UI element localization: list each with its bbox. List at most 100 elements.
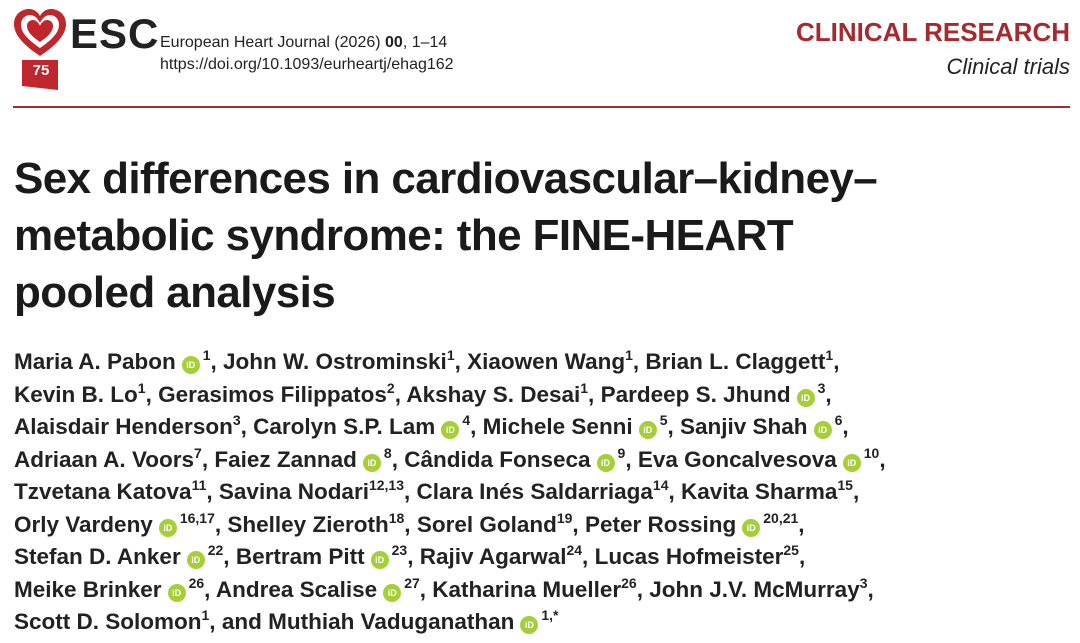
author-name[interactable]: Maria A. Pabon (14, 349, 176, 374)
author-name[interactable]: Andrea Scalise (215, 576, 378, 602)
author-name[interactable]: Savina Nodari (218, 479, 369, 504)
affiliation: 9 (617, 444, 626, 461)
author-name[interactable]: Stefan D. Anker (14, 544, 181, 569)
affiliation: 26 (188, 574, 205, 591)
orcid-icon[interactable]: iD (383, 583, 402, 602)
affiliation: 1 (201, 607, 210, 623)
author-name[interactable]: Katharina Mueller (432, 576, 622, 602)
affiliation: 1 (825, 347, 834, 363)
author-name[interactable]: Faiez Zannad (214, 446, 357, 472)
author-name[interactable]: Kevin B. Lo (14, 381, 138, 407)
author-name[interactable]: Adriaan A. Voors (14, 446, 195, 472)
author-name[interactable]: Scott D. Solomon (14, 609, 202, 634)
affiliation: 11 (191, 477, 207, 493)
title-line: Sex differences in cardiovascular–kidney… (14, 154, 878, 203)
author-line: Kevin B. Lo1, Gerasimos Filippatos2, Aks… (14, 379, 886, 412)
author-name[interactable]: Orly Vardeny (14, 511, 153, 537)
author-name[interactable]: Peter Rossing (584, 511, 737, 537)
orcid-icon[interactable]: iD (181, 356, 200, 374)
doi[interactable]: https://doi.org/10.1093/eurheartj/ehag16… (160, 56, 454, 73)
volume: 00 (385, 34, 403, 51)
author-line: Alaisdair Henderson3, Carolyn S.P. Lam iD… (14, 411, 886, 444)
author-name[interactable]: Eva Goncalvesova (637, 446, 837, 472)
orcid-icon[interactable]: iD (638, 421, 657, 439)
title-line: metabolic syndrome: the FINE-HEART (14, 211, 794, 260)
author-name[interactable]: Rajiv Agarwal (419, 544, 567, 569)
separator: , (240, 414, 247, 439)
affiliation: 3 (859, 574, 868, 591)
logo-icon (14, 9, 66, 90)
author-name[interactable]: Gerasimos Filippatos (158, 381, 387, 407)
author-name[interactable]: Tzvetana Katova (14, 479, 192, 504)
affiliation: 1 (137, 379, 146, 396)
orcid-icon[interactable]: iD (186, 551, 205, 569)
author-name[interactable]: Cândida Fonseca (404, 446, 591, 472)
author-name[interactable]: Clara Inés Saldarriaga (416, 479, 653, 504)
affiliation: 12,13 (368, 477, 405, 493)
separator: , (404, 511, 411, 537)
orcid-icon[interactable]: iD (362, 453, 381, 472)
author-line: Tzvetana Katova11, Savina Nodari12,13, C… (14, 476, 886, 509)
author-name[interactable]: Brian L. Claggett (645, 349, 826, 374)
orcid-icon[interactable]: iD (158, 518, 177, 537)
orcid-icon[interactable]: iD (596, 453, 615, 472)
separator: , (145, 381, 152, 407)
separator: , (842, 414, 849, 439)
separator: , (454, 349, 461, 374)
author-name[interactable]: Xiaowen Wang (467, 349, 626, 374)
affiliation: 1,* (541, 607, 559, 623)
orcid-icon[interactable]: iD (742, 518, 761, 537)
orcid-icon[interactable]: iD (813, 421, 832, 439)
separator: , (588, 381, 595, 407)
separator: , (572, 511, 579, 537)
affiliation: 4 (462, 412, 471, 428)
orcid-icon[interactable]: iD (842, 453, 861, 472)
author-name[interactable]: Alaisdair Henderson (14, 414, 233, 439)
author-name[interactable]: John W. Ostrominski (223, 349, 447, 374)
author-name[interactable]: Muthiah Vaduganathan (268, 609, 515, 634)
separator: , (201, 446, 209, 472)
author-line: Meike Brinker iD26, Andrea Scalise iD27, K… (14, 574, 886, 607)
separator: , (391, 446, 398, 472)
separator: , (632, 349, 640, 374)
affiliation: 3 (232, 412, 241, 428)
author-name[interactable]: Bertram Pitt (235, 544, 365, 569)
separator: , (636, 576, 643, 602)
affiliation: 3 (817, 379, 826, 396)
separator: , (209, 609, 216, 634)
orcid-icon[interactable]: iD (520, 616, 539, 634)
affiliation: 1 (446, 347, 455, 363)
author-name[interactable]: Akshay S. Desai (406, 381, 581, 407)
journal-info: European Heart Journal (2026) 00, 1–14 h… (160, 32, 454, 76)
author-name[interactable]: John J.V. McMurray (649, 576, 860, 602)
logo-badge: 75 (32, 62, 50, 79)
author-name[interactable]: Carolyn S.P. Lam (253, 414, 436, 439)
author-name[interactable]: Sanjiv Shah (680, 414, 808, 439)
author-name[interactable]: Meike Brinker (14, 576, 162, 602)
affiliation: 23 (391, 542, 408, 558)
logo-text: ESC (70, 10, 160, 57)
author-name[interactable]: Lucas Hofmeister (594, 544, 784, 569)
affiliation: 15 (837, 477, 853, 493)
separator: , (867, 576, 874, 602)
author-name[interactable]: Shelley Zieroth (227, 511, 389, 537)
affiliation: 10 (863, 444, 880, 461)
orcid-icon[interactable]: iD (167, 583, 186, 602)
orcid-icon[interactable]: iD (441, 421, 460, 439)
author-name[interactable]: Michele Senni (482, 414, 633, 439)
orcid-icon[interactable]: iD (796, 388, 815, 407)
affiliation: 6 (834, 412, 843, 428)
affiliation: 25 (783, 542, 799, 558)
author-name[interactable]: Sorel Goland (416, 511, 557, 537)
section-label: CLINICAL RESEARCH (796, 17, 1070, 47)
affiliation: 1 (202, 347, 211, 363)
author-name[interactable]: Pardeep S. Jhund (600, 381, 791, 407)
orcid-icon[interactable]: iD (370, 551, 389, 569)
separator: , (204, 576, 211, 602)
affiliation: 8 (383, 444, 392, 461)
separator: , (394, 381, 401, 407)
separator: , (668, 479, 675, 504)
author-name[interactable]: Kavita Sharma (681, 479, 838, 504)
affiliation: 20,21 (763, 509, 799, 526)
separator: , (407, 544, 414, 569)
